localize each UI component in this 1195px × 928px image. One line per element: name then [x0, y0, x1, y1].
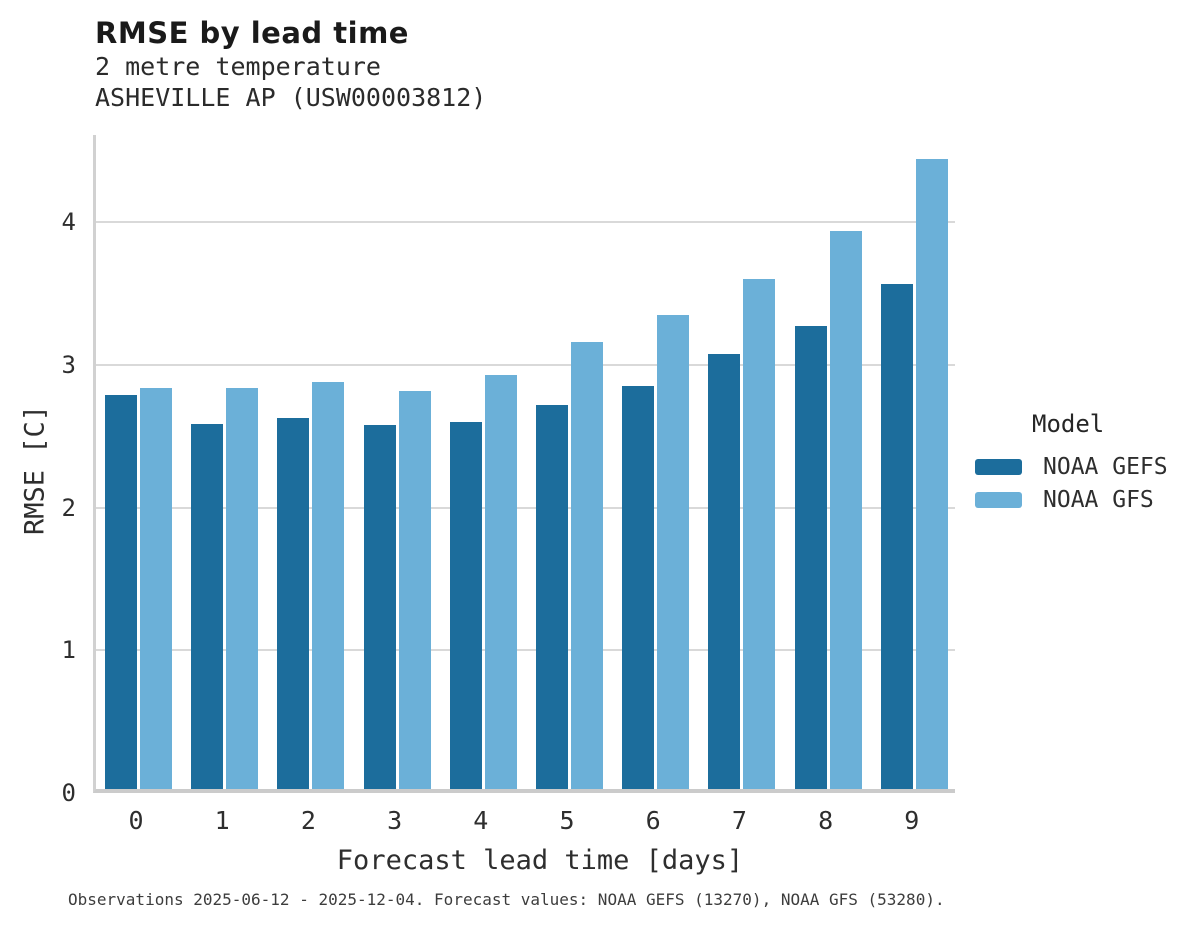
- gridline-y-1: [96, 649, 955, 652]
- legend-entry-noaa-gfs: NOAA GFS: [975, 483, 1190, 516]
- bar-noaa-gfs-lead-6: [657, 315, 690, 789]
- gridline-y-2: [96, 506, 955, 509]
- legend-label-noaa-gfs: NOAA GFS: [1043, 486, 1154, 513]
- x-tick-7: 7: [731, 806, 747, 835]
- y-tick-0: 0: [61, 779, 76, 807]
- chart-title: RMSE by lead time: [95, 16, 409, 50]
- bar-noaa-gefs-lead-4: [449, 422, 482, 789]
- bar-noaa-gfs-lead-9: [915, 159, 948, 789]
- legend-entry-noaa-gefs: NOAA GEFS: [975, 450, 1190, 483]
- bar-noaa-gfs-lead-4: [484, 375, 517, 789]
- y-tick-4: 4: [61, 208, 76, 236]
- bar-noaa-gfs-lead-8: [829, 231, 862, 789]
- x-tick-5: 5: [559, 806, 575, 835]
- x-tick-0: 0: [128, 806, 144, 835]
- bar-noaa-gefs-lead-9: [880, 284, 913, 789]
- bar-noaa-gefs-lead-8: [794, 326, 827, 789]
- legend-title: Model: [1032, 410, 1105, 438]
- y-tick-3: 3: [61, 350, 76, 379]
- x-tick-9: 9: [904, 806, 920, 835]
- legend-swatch-noaa-gfs-icon: [975, 491, 1022, 508]
- bar-noaa-gefs-lead-6: [622, 386, 655, 789]
- bar-noaa-gfs-lead-5: [571, 342, 603, 789]
- footer-caption: Observations 2025-06-12 - 2025-12-04. Fo…: [68, 890, 945, 909]
- bar-noaa-gefs-lead-7: [708, 354, 741, 789]
- gridline-y-3: [96, 363, 955, 366]
- x-tick-1: 1: [214, 806, 230, 835]
- legend-label-noaa-gefs: NOAA GEFS: [1043, 453, 1168, 480]
- legend: Model NOAA GEFS NOAA GFS: [975, 410, 1190, 516]
- x-tick-2: 2: [300, 806, 316, 835]
- bar-noaa-gefs-lead-0: [105, 395, 137, 789]
- bar-noaa-gfs-lead-2: [312, 382, 345, 789]
- legend-swatch-noaa-gefs-icon: [975, 458, 1022, 475]
- chart-subtitle-station: ASHEVILLE AP (USW00003812): [95, 83, 487, 112]
- x-tick-4: 4: [473, 806, 489, 835]
- chart-subtitle-variable: 2 metre temperature: [95, 52, 381, 81]
- bar-noaa-gefs-lead-2: [277, 418, 310, 789]
- bar-noaa-gfs-lead-1: [226, 388, 259, 789]
- bar-noaa-gfs-lead-7: [743, 279, 776, 789]
- x-axis-label: Forecast lead time [days]: [336, 845, 744, 876]
- bar-noaa-gfs-lead-0: [140, 388, 172, 789]
- x-tick-3: 3: [387, 806, 403, 835]
- bar-noaa-gefs-lead-3: [363, 425, 396, 789]
- x-tick-6: 6: [645, 806, 661, 835]
- y-tick-2: 2: [61, 493, 76, 522]
- y-tick-1: 1: [61, 636, 76, 665]
- bar-noaa-gefs-lead-1: [191, 424, 224, 789]
- bar-noaa-gefs-lead-5: [536, 405, 568, 789]
- x-tick-8: 8: [818, 806, 834, 835]
- plot-area: [93, 135, 955, 793]
- gridline-y-4: [96, 221, 955, 223]
- bar-noaa-gfs-lead-3: [398, 391, 431, 789]
